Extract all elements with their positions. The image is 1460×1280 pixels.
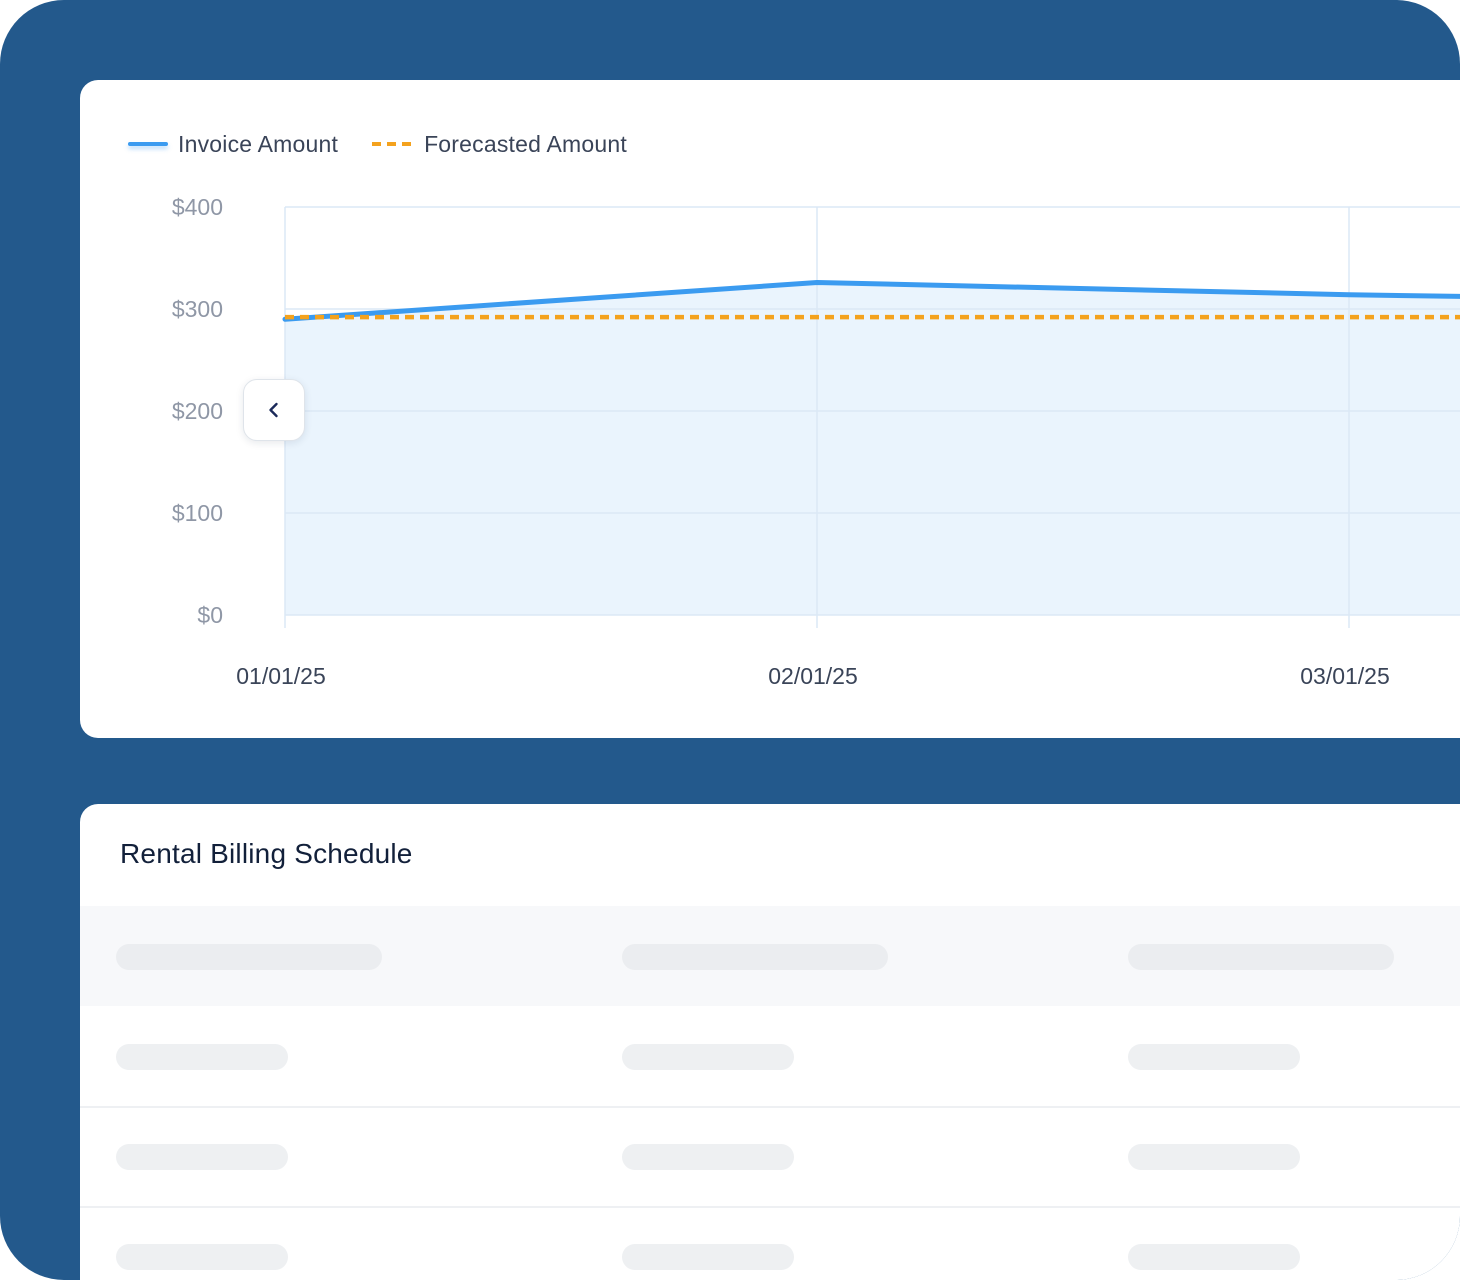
x-tick-label: 01/01/25: [236, 663, 326, 689]
chevron-left-icon: [269, 402, 278, 418]
table-row: [80, 1206, 1460, 1280]
header-cell-skeleton: [1128, 944, 1394, 970]
x-tick-label: 02/01/25: [768, 663, 858, 689]
table-row: [80, 1006, 1460, 1108]
billing-schedule-card: Rental Billing Schedule: [80, 804, 1460, 1280]
table-row: [80, 1106, 1460, 1208]
header-cell-skeleton: [622, 944, 888, 970]
cell-skeleton: [622, 1144, 794, 1170]
legend-item-forecast: Forecasted Amount: [372, 131, 627, 158]
invoice-chart-card: Invoice Amount Forecasted Amount $0 $100 $…: [80, 80, 1460, 738]
y-tick-label: $0: [197, 602, 223, 628]
invoice-area: [285, 282, 1460, 615]
cell-skeleton: [116, 1044, 288, 1070]
y-tick-label: $100: [172, 500, 223, 526]
table-header-row: [80, 906, 1460, 1006]
header-cell-skeleton: [116, 944, 382, 970]
invoice-amount-line: [282, 279, 1460, 322]
table-title: Rental Billing Schedule: [120, 838, 413, 869]
cell-skeleton: [622, 1044, 794, 1070]
legend-label-invoice: Invoice Amount: [178, 130, 339, 157]
cell-skeleton: [622, 1244, 794, 1270]
legend-swatch-forecast: [372, 140, 415, 148]
chart-legend: Invoice Amount Forecasted Amount: [126, 128, 661, 160]
legend-item-invoice: Invoice Amount: [126, 131, 338, 158]
cell-skeleton: [1128, 1144, 1300, 1170]
line-chart: $0 $100 $200 $300 $400 01/01/25 02/01/25 03/01/…: [172, 194, 1460, 689]
chart-prev-button[interactable]: [243, 379, 305, 441]
cell-skeleton: [1128, 1044, 1300, 1070]
legend-label-forecast: Forecasted Amount: [424, 130, 627, 157]
x-tick-label: 03/01/25: [1300, 663, 1390, 689]
cell-skeleton: [116, 1144, 288, 1170]
y-tick-label: $300: [172, 296, 223, 322]
y-tick-label: $200: [172, 398, 223, 424]
y-tick-label: $400: [172, 194, 223, 220]
cell-skeleton: [1128, 1244, 1300, 1270]
cell-skeleton: [116, 1244, 288, 1270]
legend-swatch-invoice: [126, 140, 168, 148]
